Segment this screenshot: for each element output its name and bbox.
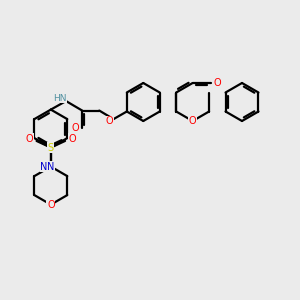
Text: O: O bbox=[68, 134, 76, 144]
Text: O: O bbox=[71, 123, 79, 133]
Text: O: O bbox=[189, 116, 196, 126]
Text: N: N bbox=[40, 162, 47, 172]
Text: N: N bbox=[47, 162, 55, 172]
Text: O: O bbox=[47, 200, 55, 210]
Text: HN: HN bbox=[53, 94, 67, 103]
Text: O: O bbox=[106, 116, 113, 126]
Text: O: O bbox=[26, 134, 33, 144]
Text: O: O bbox=[214, 78, 221, 88]
Text: S: S bbox=[48, 142, 54, 153]
